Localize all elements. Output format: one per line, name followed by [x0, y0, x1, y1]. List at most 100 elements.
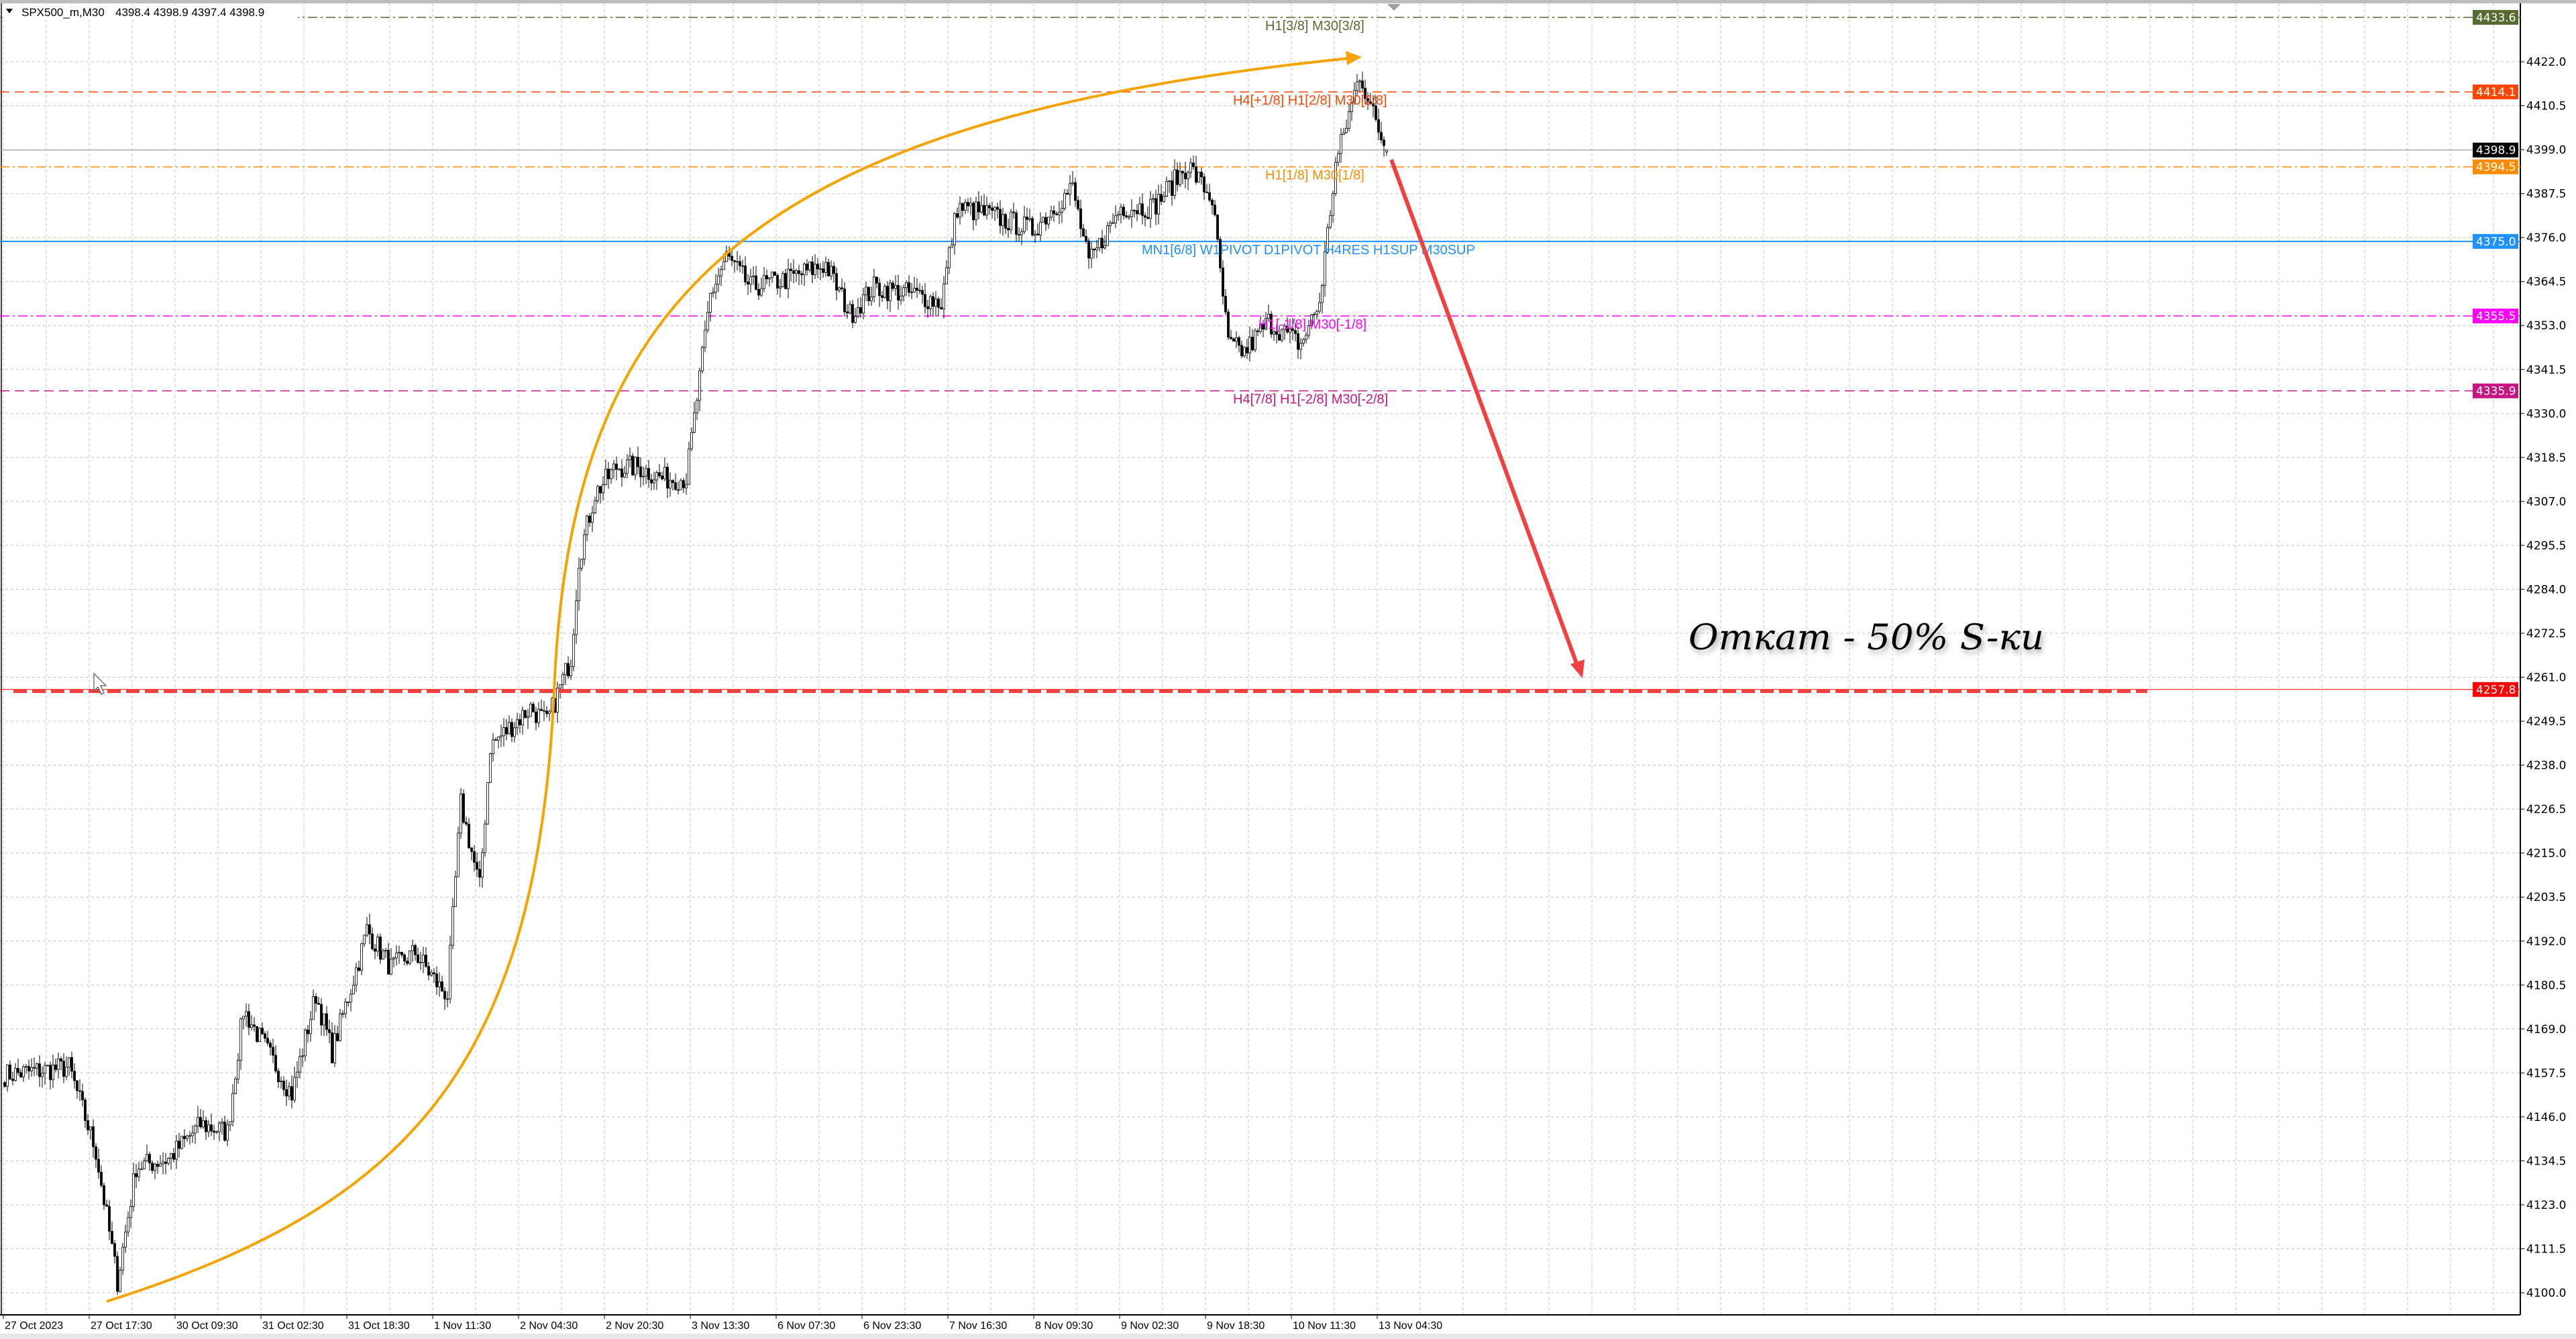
candle-body [1227, 311, 1230, 338]
candle [172, 1148, 175, 1163]
candle-body [237, 1060, 239, 1079]
candle [234, 1076, 237, 1095]
s-curve-drawing[interactable] [106, 57, 1349, 1303]
chart-shift-marker-icon[interactable] [1387, 4, 1401, 11]
candle-body [502, 727, 505, 737]
candle-body [14, 1068, 17, 1081]
candle-body [417, 954, 419, 963]
candle [905, 280, 908, 297]
candle-body [451, 906, 454, 946]
candle [1313, 312, 1316, 323]
candle-body [299, 1056, 301, 1073]
candle-body [959, 203, 961, 218]
candle [218, 1121, 221, 1142]
candle-body [1160, 194, 1163, 202]
candle-body [926, 306, 929, 309]
candle [60, 1057, 62, 1071]
candle [1307, 319, 1310, 339]
candle-body [680, 480, 682, 490]
candle-body [572, 634, 575, 667]
candle [105, 1199, 108, 1207]
candle [333, 1024, 336, 1067]
candle [492, 733, 494, 762]
candle-body [650, 479, 653, 484]
price-axis[interactable]: 4100.0 4111.5 4123.0 4134.5 4146.0 4157.5 4169… [2520, 56, 2566, 1300]
candle-body [583, 534, 586, 559]
candle-body [296, 1071, 299, 1078]
candle [717, 268, 720, 292]
candle-body [253, 1024, 256, 1027]
candle [288, 1081, 290, 1100]
candle [1227, 309, 1230, 340]
candle-body [977, 201, 980, 213]
candle [816, 258, 819, 278]
candle [1267, 304, 1270, 322]
candle-body [878, 282, 881, 297]
candle-body [87, 1120, 89, 1130]
candle [1369, 93, 1372, 104]
candle [9, 1060, 11, 1081]
candle-body [1012, 211, 1015, 213]
candle [570, 659, 572, 680]
candle [1149, 191, 1152, 228]
candle [747, 274, 749, 295]
candle-body [239, 1018, 242, 1061]
candle [1324, 242, 1326, 297]
candle [948, 246, 951, 274]
candle-body [1214, 205, 1216, 215]
price-tag-4375-0: 4375.0 [2473, 233, 2518, 249]
candle-body [1173, 169, 1176, 196]
candle-body [1061, 208, 1063, 213]
candle-body [264, 1033, 266, 1039]
candle [1184, 162, 1187, 189]
candle [116, 1251, 119, 1295]
candle [642, 466, 645, 486]
candle-body [1364, 88, 1366, 99]
candle-body [127, 1217, 129, 1232]
candle-body [859, 307, 862, 314]
triangle-down-icon[interactable] [6, 9, 13, 13]
candle-body [908, 282, 910, 293]
x-tick-label: 7 Nov 16:30 [949, 1320, 1007, 1332]
candle-body [242, 1016, 245, 1020]
candle [111, 1221, 113, 1245]
candle-body [328, 1029, 331, 1033]
y-tick-label: 4399.0 [2526, 144, 2566, 157]
annotation-text[interactable]: Откат - 50% S-ки [1688, 618, 2044, 658]
candle-body [951, 244, 953, 248]
candle [57, 1053, 60, 1079]
candle-body [1130, 210, 1133, 217]
candle-body [543, 710, 545, 712]
candle-body [194, 1126, 197, 1134]
candle [1031, 215, 1034, 237]
candle [154, 1163, 156, 1179]
candle [1230, 329, 1232, 340]
candle [317, 997, 320, 1005]
candle [1256, 328, 1259, 337]
candle-body [1283, 325, 1286, 330]
candle-body [146, 1154, 148, 1161]
price-tag-text: 4355.5 [2476, 310, 2516, 323]
candle-body [956, 213, 959, 218]
pullback-arrow[interactable] [1389, 158, 1580, 668]
candle [792, 259, 795, 284]
time-axis[interactable]: 27 Oct 2023 27 Oct 17:30 30 Oct 09:30 31 Oc… [3, 1315, 1442, 1332]
candle [653, 472, 655, 490]
candle [339, 1008, 341, 1042]
candle-body [1321, 285, 1324, 303]
candle [580, 558, 583, 572]
candle-body [1028, 218, 1031, 220]
candle [427, 962, 430, 981]
candle-body [1222, 267, 1224, 297]
candle [1222, 260, 1224, 305]
candle-body [682, 480, 685, 488]
candle-body [999, 209, 1002, 226]
candle [129, 1199, 132, 1228]
candle [1087, 237, 1090, 269]
candle-body [207, 1124, 210, 1132]
candle [441, 975, 443, 992]
candle [782, 270, 784, 288]
candle-body [46, 1065, 49, 1067]
candle [610, 468, 612, 484]
